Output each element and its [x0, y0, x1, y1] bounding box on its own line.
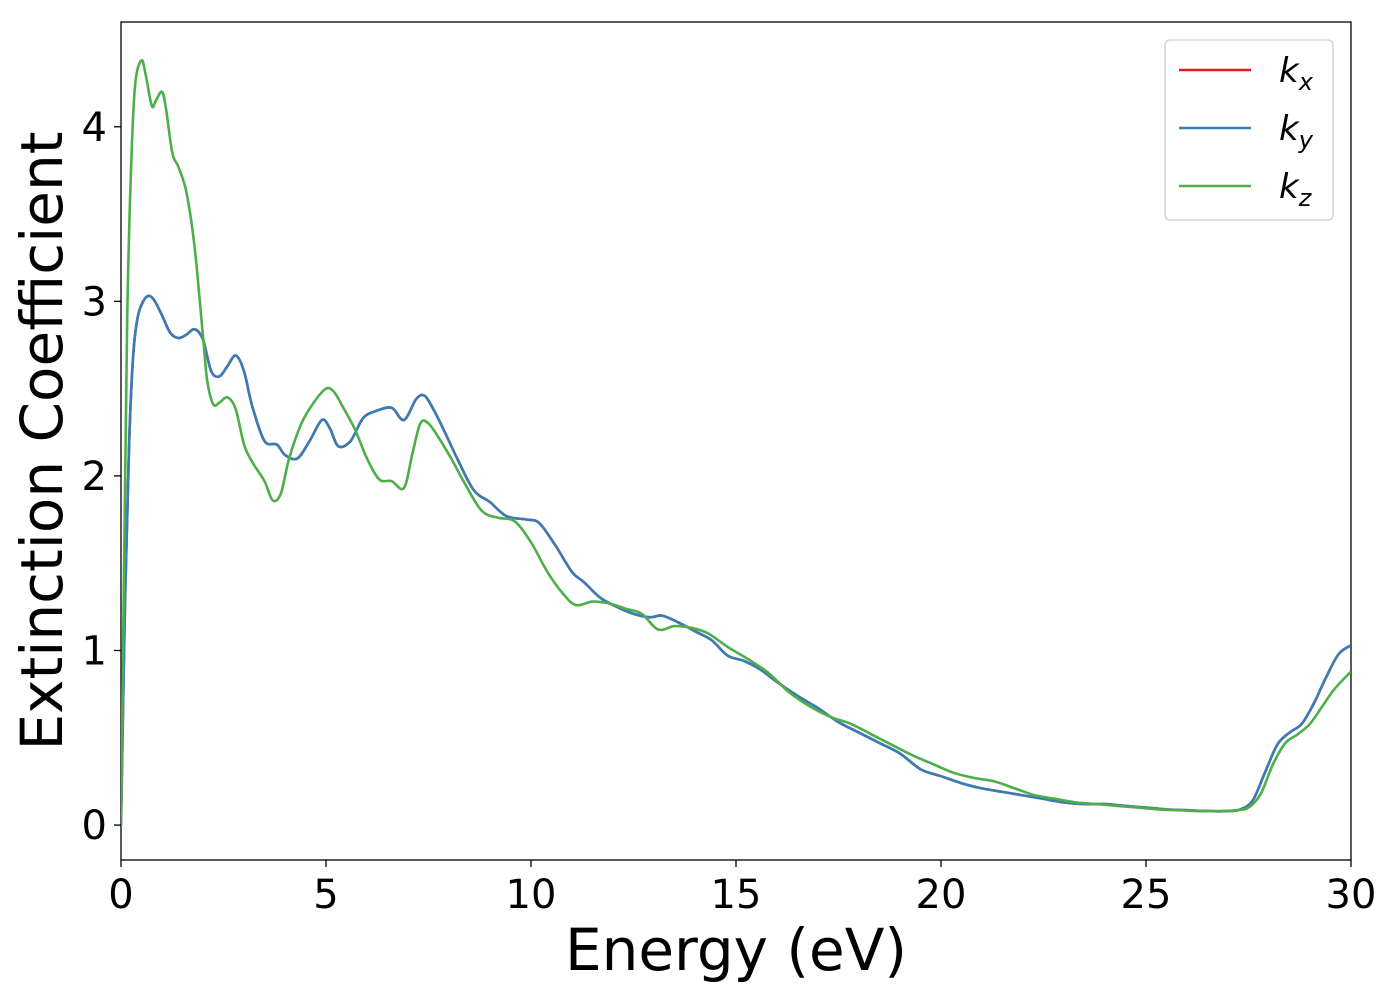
- x-tick-label: 25: [1121, 872, 1172, 918]
- y-tick-label: 1: [82, 629, 107, 675]
- series-line-z: [121, 58, 1351, 826]
- x-tick-label: 30: [1326, 872, 1377, 918]
- y-tick-label: 0: [82, 803, 107, 849]
- legend-label-z: kz: [1279, 167, 1313, 212]
- y-axis-label: Extinction Coefficient: [8, 132, 76, 751]
- legend-label-x: kx: [1279, 51, 1314, 96]
- x-tick-label: 20: [916, 872, 967, 918]
- tick-group: 0 5 10 15 20 25 30 0 1 2 3 4: [82, 105, 1377, 918]
- y-tick-label: 3: [82, 279, 107, 325]
- legend-label-y: ky: [1279, 109, 1314, 154]
- series-lines: [121, 58, 1351, 826]
- series-line-x: [121, 294, 1351, 826]
- x-axis-label: Energy (eV): [565, 916, 907, 984]
- x-tick-label: 10: [506, 872, 557, 918]
- x-tick-label: 0: [108, 872, 133, 918]
- legend-box: [1164, 39, 1334, 221]
- y-tick-label: 2: [82, 454, 107, 500]
- y-tick-label: 4: [82, 105, 107, 151]
- series-line-y: [121, 294, 1351, 826]
- legend: kx ky kz: [1164, 39, 1334, 221]
- x-tick-label: 15: [711, 872, 762, 918]
- x-tick-label: 5: [313, 872, 338, 918]
